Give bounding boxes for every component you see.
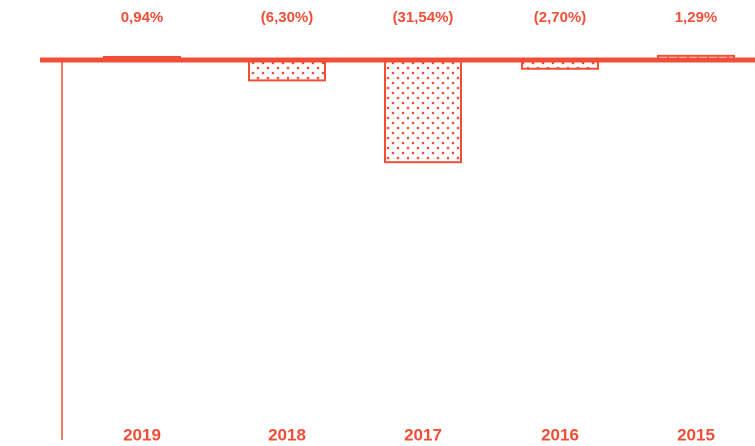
x-tick-label: 2018: [268, 425, 306, 444]
bar: [248, 59, 326, 82]
value-label: 0,94%: [121, 9, 164, 26]
x-tick-label: 2015: [677, 425, 715, 444]
value-label: (2,70%): [534, 9, 587, 26]
x-tick-label: 2017: [404, 425, 442, 444]
x-tick-label: 2019: [123, 425, 161, 444]
value-label: (31,54%): [393, 9, 454, 26]
value-label: (6,30%): [261, 9, 314, 26]
value-label: 1,29%: [675, 9, 718, 26]
bar: [384, 59, 462, 164]
x-tick-label: 2016: [541, 425, 579, 444]
